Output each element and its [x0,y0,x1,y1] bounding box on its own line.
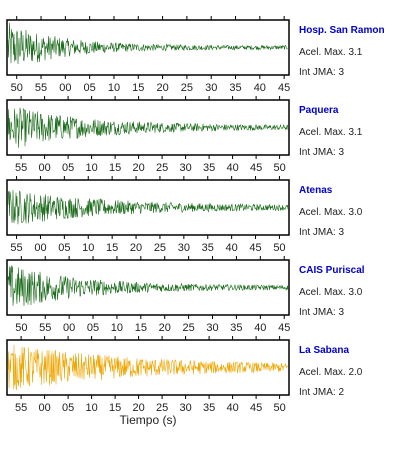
x-tick-label: 00 [63,322,75,334]
jma-intensity-label: Int JMA: 3 [299,307,344,318]
x-tick-label: 35 [203,402,215,414]
x-tick-label: 40 [254,322,266,334]
x-tick-label: 30 [206,322,218,334]
station-name: Atenas [299,185,333,196]
x-tick-label: 45 [249,242,261,254]
x-axis-title: Tiempo (s) [119,413,177,427]
x-tick-label: 10 [82,242,94,254]
x-tick-label: 45 [278,82,290,94]
x-tick-label: 55 [10,242,22,254]
seismogram-panel-3: 55 00 05 10 15 20 25 30 35 40 45 50 Atenas Acel. Max.… [6,176,363,254]
x-tick-label: 30 [179,162,191,174]
x-tick-label: 55 [15,162,27,174]
x-tick-label: 45 [278,322,290,334]
x-tick-label: 05 [62,162,74,174]
max-acceleration-label: Acel. Max. 2.0 [299,367,363,378]
jma-intensity-label: Int JMA: 3 [299,147,344,158]
x-tick-label: 25 [154,242,166,254]
x-tick-label: 40 [226,402,238,414]
x-tick-label: 45 [250,402,262,414]
x-tick-label: 50 [11,82,23,94]
x-tick-label: 15 [135,322,147,334]
station-name: La Sabana [299,345,349,356]
seismogram-panel-2: 55 00 05 10 15 20 25 30 35 40 45 50 Paquera Acel. Max… [6,96,363,174]
x-tick-label: 50 [273,402,285,414]
x-tick-label: 40 [226,162,238,174]
x-tick-label: 05 [62,402,74,414]
station-name: CAIS Puriscal [299,265,365,276]
x-tick-label: 20 [130,242,142,254]
x-tick-label: 10 [85,402,97,414]
x-tick-label: 55 [15,402,27,414]
x-tick-label: 15 [132,82,144,94]
x-tick-label: 15 [109,402,121,414]
jma-intensity-label: Int JMA: 3 [299,67,344,78]
jma-intensity-label: Int JMA: 3 [299,227,344,238]
x-tick-label: 55 [35,82,47,94]
x-tick-label: 40 [254,82,266,94]
x-tick-label: 05 [87,322,99,334]
x-tick-label: 55 [39,322,51,334]
x-tick-label: 30 [178,242,190,254]
x-tick-label: 10 [85,162,97,174]
x-tick-label: 20 [156,82,168,94]
x-tick-label: 10 [108,82,120,94]
x-tick-label: 50 [273,242,285,254]
x-tick-label: 20 [132,402,144,414]
x-tick-label: 50 [273,162,285,174]
x-tick-label: 50 [15,322,27,334]
x-tick-label: 35 [230,322,242,334]
station-name: Paquera [299,105,339,116]
max-acceleration-label: Acel. Max. 3.0 [299,207,363,218]
waveform-trace [7,190,289,225]
max-acceleration-label: Acel. Max. 3.1 [299,47,363,58]
waveform-trace [7,265,289,306]
x-tick-label: 00 [38,402,50,414]
max-acceleration-label: Acel. Max. 3.0 [299,287,363,298]
panel-frame [6,259,290,316]
x-tick-label: 20 [132,162,144,174]
x-tick-label: 35 [229,82,241,94]
waveform-trace [7,344,289,390]
waveform-trace [7,107,289,148]
seismogram-panel-4: 50 55 00 05 10 15 20 25 30 35 40 45 CAIS Puriscal Ace… [6,256,365,334]
panel-frame [6,99,290,156]
x-tick-label: 40 [226,242,238,254]
x-tick-label: 00 [34,242,46,254]
seismogram-panel-5: 55 00 05 10 15 20 25 30 35 40 45 50 La Sabana Acel. M… [6,336,363,414]
x-tick-label: 25 [156,162,168,174]
seismogram-panel-1: 50 55 00 05 10 15 20 25 30 35 40 45 Hosp. San Ramon A… [6,16,385,94]
station-name: Hosp. San Ramon [299,25,385,36]
waveform-trace [7,22,289,65]
x-tick-label: 00 [38,162,50,174]
max-acceleration-label: Acel. Max. 3.1 [299,127,363,138]
x-tick-label: 20 [159,322,171,334]
x-tick-label: 35 [202,242,214,254]
x-tick-label: 30 [205,82,217,94]
x-tick-label: 05 [84,82,96,94]
jma-intensity-label: Int JMA: 2 [299,387,344,398]
x-tick-label: 25 [183,322,195,334]
x-tick-label: 15 [106,242,118,254]
x-tick-label: 25 [181,82,193,94]
x-tick-label: 25 [156,402,168,414]
x-tick-label: 10 [111,322,123,334]
x-tick-label: 35 [203,162,215,174]
x-tick-label: 45 [250,162,262,174]
x-tick-label: 15 [109,162,121,174]
x-tick-label: 05 [58,242,70,254]
x-tick-label: 30 [179,402,191,414]
x-tick-label: 00 [59,82,71,94]
